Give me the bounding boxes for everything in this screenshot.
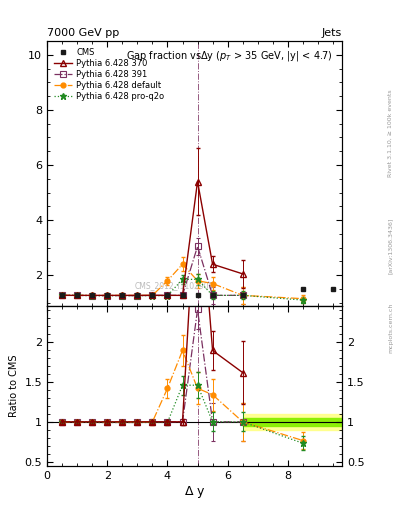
Y-axis label: Ratio to CMS: Ratio to CMS xyxy=(9,354,19,417)
Text: mcplots.cern.ch: mcplots.cern.ch xyxy=(388,303,393,353)
Text: Jets: Jets xyxy=(321,28,342,38)
Legend: CMS, Pythia 6.428 370, Pythia 6.428 391, Pythia 6.428 default, Pythia 6.428 pro-: CMS, Pythia 6.428 370, Pythia 6.428 391,… xyxy=(51,45,167,103)
Text: 7000 GeV pp: 7000 GeV pp xyxy=(47,28,119,38)
Text: [arXiv:1306.3436]: [arXiv:1306.3436] xyxy=(388,218,393,274)
Text: CMS_2012_I1102908: CMS_2012_I1102908 xyxy=(134,281,213,290)
Text: Rivet 3.1.10, ≥ 100k events: Rivet 3.1.10, ≥ 100k events xyxy=(388,89,393,177)
X-axis label: $\Delta$ y: $\Delta$ y xyxy=(184,483,205,500)
Text: Gap fraction vs$\Delta$y ($p_T$ > 35 GeV, |y| < 4.7): Gap fraction vs$\Delta$y ($p_T$ > 35 GeV… xyxy=(126,49,333,63)
